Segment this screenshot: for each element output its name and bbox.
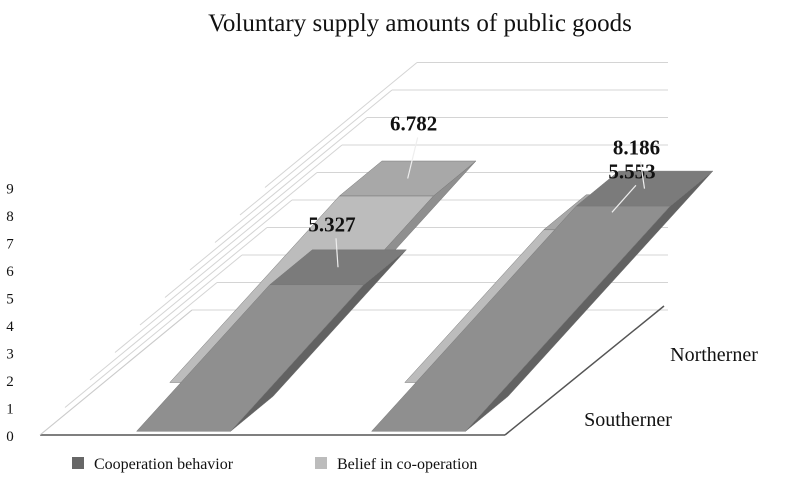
- gridline-side: [114, 227, 268, 353]
- category-labels: Southerner Northerner: [584, 344, 758, 431]
- legend-label: Cooperation behavior: [94, 456, 234, 473]
- y-tick-label: 7: [6, 237, 14, 253]
- leader-line: [407, 137, 419, 179]
- cooperation-bar-northerner: [371, 205, 671, 432]
- category-label-southerner: Southerner: [584, 409, 672, 431]
- depth-axis-line: [504, 305, 665, 436]
- leader-line: [611, 184, 637, 213]
- gridline-side: [164, 172, 318, 298]
- gridline-side: [214, 117, 368, 243]
- legend: Cooperation behavior Belief in co-operati…: [72, 456, 477, 473]
- data-label: 5.327: [308, 212, 355, 236]
- y-tick-label: 4: [6, 319, 14, 335]
- y-tick-label: 3: [6, 347, 14, 363]
- y-tick-label: 2: [6, 374, 14, 390]
- legend-label: Belief in co-operation: [337, 456, 477, 473]
- gridline-side: [139, 199, 293, 326]
- legend-swatch: [315, 457, 327, 469]
- gridline-side: [264, 62, 418, 188]
- floor-left-edge: [39, 309, 193, 436]
- gridline-side: [64, 282, 218, 408]
- axes: [39, 305, 665, 436]
- y-tick-label: 6: [6, 264, 14, 280]
- legend-swatch: [72, 457, 84, 469]
- data-label: 8.186: [613, 136, 660, 160]
- gridline-side: [189, 144, 343, 271]
- y-tick-label: 0: [6, 429, 14, 445]
- y-tick-label: 1: [6, 402, 14, 418]
- bars: [136, 160, 714, 432]
- y-tick-label: 9: [6, 182, 14, 198]
- leader-line: [335, 238, 339, 268]
- y-tick-label: 5: [6, 292, 14, 308]
- gridline-side: [89, 254, 243, 381]
- leader-line: [639, 161, 646, 189]
- chart-title: Voluntary supply amounts of public goods: [208, 10, 632, 37]
- gridline-side: [239, 89, 393, 216]
- data-labels: 6.782 5.553 5.327 8.186: [308, 111, 660, 268]
- y-tick-label: 8: [6, 209, 14, 225]
- category-label-northerner: Northerner: [670, 344, 758, 366]
- cooperation-bar-southerner: [136, 284, 365, 432]
- data-label: 6.782: [390, 111, 437, 135]
- data-label: 5.553: [608, 159, 655, 183]
